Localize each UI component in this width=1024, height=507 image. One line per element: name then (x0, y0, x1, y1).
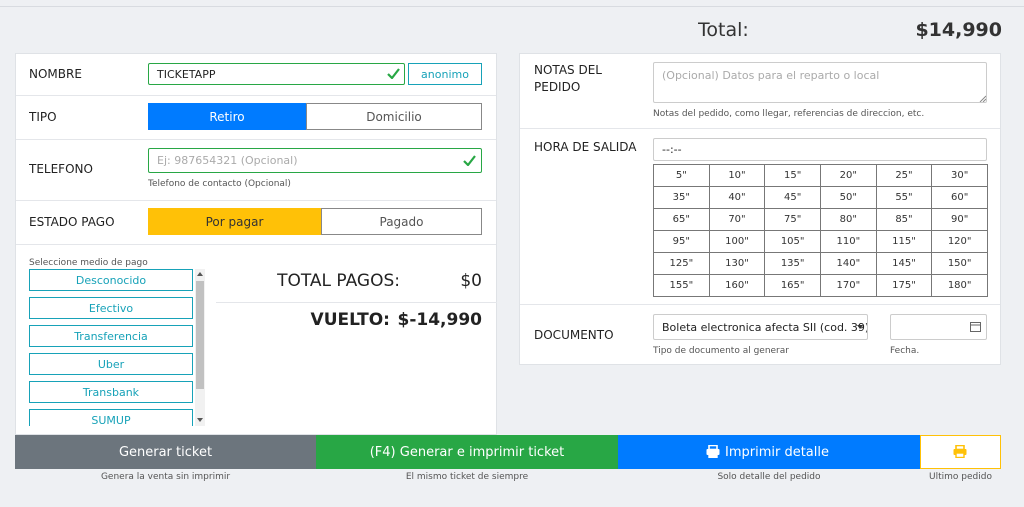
minute-button[interactable]: 30" (931, 164, 988, 187)
printer-icon (953, 445, 967, 458)
total-pagos-value: $0 (460, 271, 482, 291)
minute-button[interactable]: 25" (875, 164, 933, 187)
minute-button[interactable]: 105" (764, 230, 821, 253)
select-arrow (857, 325, 863, 329)
total-value: $14,990 (915, 19, 1002, 41)
minute-button[interactable]: 115" (875, 230, 933, 253)
anonimo-button[interactable]: anonimo (408, 63, 482, 85)
fecha-help: Fecha. (890, 345, 920, 356)
minute-button[interactable]: 65" (653, 208, 710, 231)
row-divider (520, 128, 1000, 129)
estado-label: ESTADO PAGO (29, 215, 115, 229)
row-divider (16, 244, 496, 245)
row-divider (16, 95, 496, 96)
minute-button[interactable]: 160" (708, 274, 766, 297)
tipo-option[interactable]: Domicilio (306, 103, 482, 130)
vuelto-value: $-14,990 (397, 310, 483, 330)
minute-button[interactable]: 140" (820, 252, 877, 275)
tipo-label: TIPO (29, 110, 57, 124)
documento-select[interactable]: Boleta electronica afecta SII (cod. 39) (653, 314, 868, 340)
payment-option[interactable]: Uber (29, 353, 193, 375)
minute-button[interactable]: 70" (708, 208, 766, 231)
minute-button[interactable]: 120" (931, 230, 988, 253)
total-label: Total: (698, 19, 749, 41)
payment-option[interactable]: Transferencia (29, 325, 193, 347)
action-caption: Genera la venta sin imprimir (100, 472, 231, 482)
action-caption: Solo detalle del pedido (717, 472, 821, 482)
minute-button[interactable]: 130" (708, 252, 766, 275)
medio-pago-label: Seleccione medio de pago (29, 257, 148, 268)
hora-label: HORA DE SALIDA (534, 140, 637, 154)
vuelto-label: VUELTO: (310, 310, 390, 330)
notas-help: Notas del pedido, como llegar, referenci… (653, 108, 925, 119)
estado-option[interactable]: Pagado (321, 208, 482, 235)
notas-label: NOTAS DEL PEDIDO (534, 63, 602, 94)
row-divider (520, 304, 1000, 305)
telefono-input[interactable]: Ej: 987654321 (Opcional) (148, 148, 482, 173)
resize-grip (979, 95, 986, 102)
scrollbar-thumb (196, 281, 204, 389)
minute-button[interactable]: 15" (764, 164, 821, 187)
calendar-icon (970, 322, 981, 332)
minute-button[interactable]: 80" (820, 208, 877, 231)
check-icon (463, 155, 476, 166)
minute-button[interactable]: 55" (875, 186, 933, 209)
payment-option[interactable]: Efectivo (29, 297, 193, 319)
check-icon (387, 68, 400, 79)
printer-icon (706, 445, 720, 458)
telefono-help: Telefono de contacto (Opcional) (148, 178, 291, 189)
notas-textarea[interactable]: (Opcional) Datos para el reparto o local (653, 62, 987, 103)
minute-button[interactable]: 180" (931, 274, 988, 297)
minute-button[interactable]: 20" (820, 164, 877, 187)
payment-option[interactable]: SUMUP (29, 409, 193, 426)
top-rule (0, 6, 1024, 7)
minute-button[interactable]: 5" (653, 164, 710, 187)
minute-button[interactable]: 150" (931, 252, 988, 275)
minute-button[interactable]: 135" (764, 252, 821, 275)
action-button[interactable]: (F4) Generar e imprimir ticket (316, 435, 618, 469)
minute-button[interactable]: 10" (708, 164, 766, 187)
action-caption: Ultimo pedido (929, 472, 992, 482)
documento-label: DOCUMENTO (534, 328, 614, 342)
minute-button[interactable]: 75" (764, 208, 821, 231)
nombre-input[interactable]: TICKETAPP (148, 63, 405, 85)
action-button[interactable]: Imprimir detalle (618, 435, 920, 469)
minute-button[interactable]: 110" (820, 230, 877, 253)
minute-button[interactable]: 125" (653, 252, 710, 275)
minute-button[interactable]: 170" (820, 274, 877, 297)
documento-help: Tipo de documento al generar (653, 345, 789, 356)
row-divider (16, 139, 496, 140)
tipo-option[interactable]: Retiro (148, 103, 306, 130)
nombre-label: NOMBRE (29, 67, 82, 81)
payment-option[interactable]: Transbank (29, 381, 193, 403)
scroll-down (197, 418, 203, 422)
minute-button[interactable]: 95" (653, 230, 710, 253)
minute-button[interactable]: 155" (653, 274, 710, 297)
hora-input[interactable]: --:-- (653, 138, 987, 161)
action-button[interactable]: Generar ticket (15, 435, 316, 469)
payment-list: Desconocido Efectivo Transferencia Uber Tran… (29, 269, 195, 426)
telefono-label: TELEFONO (29, 162, 93, 176)
minute-button[interactable]: 175" (875, 274, 933, 297)
action-caption: El mismo ticket de siempre (405, 472, 529, 482)
minute-button[interactable]: 100" (708, 230, 766, 253)
minute-button[interactable]: 145" (875, 252, 933, 275)
total-pagos-label: TOTAL PAGOS: (277, 271, 400, 291)
minute-button[interactable]: 45" (764, 186, 821, 209)
minute-button[interactable]: 60" (931, 186, 988, 209)
summary-divider (216, 302, 497, 303)
minute-button[interactable]: 165" (764, 274, 821, 297)
scroll-up (197, 272, 203, 276)
row-divider (16, 200, 496, 201)
payment-option[interactable]: Desconocido (29, 269, 193, 291)
minute-button[interactable]: 35" (653, 186, 710, 209)
minute-button[interactable]: 40" (708, 186, 766, 209)
minute-button[interactable]: 90" (931, 208, 988, 231)
estado-option[interactable]: Por pagar (148, 208, 321, 235)
minute-button[interactable]: 85" (875, 208, 933, 231)
minute-button[interactable]: 50" (820, 186, 877, 209)
